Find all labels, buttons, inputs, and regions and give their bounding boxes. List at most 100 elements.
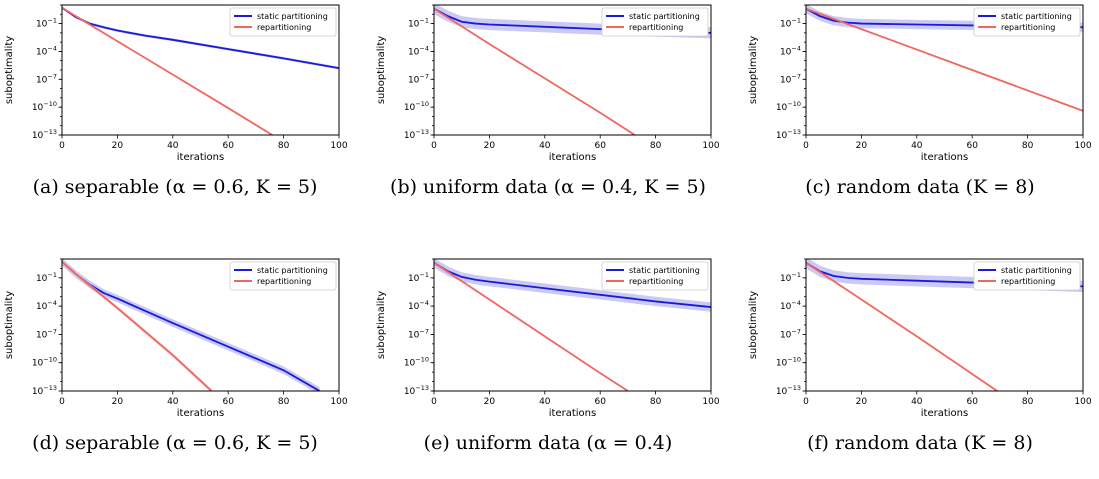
series-line-repartitioning bbox=[62, 7, 274, 135]
legend: static partitioning repartitioning bbox=[229, 261, 337, 291]
x-axis-title: iterations bbox=[921, 152, 968, 163]
x-axis-title: iterations bbox=[177, 152, 224, 163]
chart-panel-4: 0 20 40 60 80 100 10−1 10−4 10−7 10−10 10−13 iterat… bbox=[4, 258, 348, 454]
x-tick-label: 60 bbox=[594, 397, 606, 407]
x-tick-label: 100 bbox=[1074, 397, 1091, 407]
series-line-repartitioning bbox=[62, 261, 213, 391]
legend-label: static partitioning bbox=[629, 12, 700, 21]
y-axis-title: suboptimality bbox=[376, 291, 387, 359]
legend-label: static partitioning bbox=[257, 12, 328, 21]
y-tick-label: 10−4 bbox=[36, 299, 57, 312]
legend-box bbox=[973, 261, 1081, 291]
x-tick-label: 40 bbox=[911, 141, 923, 151]
legend-label: repartitioning bbox=[629, 23, 683, 32]
legend-box bbox=[973, 7, 1081, 37]
x-tick-label: 40 bbox=[539, 397, 551, 407]
figure-caption: (b) uniform data (α = 0.4, K = 5) bbox=[390, 176, 706, 198]
chart-panel-5: 0 20 40 60 80 100 10−1 10−4 10−7 10−10 10−13 iterat… bbox=[376, 258, 720, 454]
figure-caption: (a) separable (α = 0.6, K = 5) bbox=[33, 176, 318, 198]
y-axis-title: suboptimality bbox=[4, 36, 15, 104]
x-tick-label: 80 bbox=[278, 397, 290, 407]
series-line-repartitioning bbox=[434, 262, 629, 391]
x-tick-label: 60 bbox=[222, 397, 234, 407]
x-tick-label: 100 bbox=[702, 141, 719, 151]
legend-label: static partitioning bbox=[629, 266, 700, 275]
y-tick-label: 10−4 bbox=[780, 299, 801, 312]
x-tick-label: 20 bbox=[856, 397, 868, 407]
y-tick-label: 10−13 bbox=[404, 128, 429, 141]
x-tick-label: 0 bbox=[431, 397, 437, 407]
x-tick-label: 0 bbox=[431, 141, 437, 151]
series-band-static bbox=[434, 259, 711, 312]
x-tick-label: 20 bbox=[484, 141, 496, 151]
x-tick-label: 100 bbox=[330, 397, 347, 407]
x-tick-label: 100 bbox=[702, 397, 719, 407]
y-tick-label: 10−13 bbox=[32, 128, 57, 141]
y-tick-label: 10−7 bbox=[36, 72, 57, 85]
figure-caption: (e) uniform data (α = 0.4) bbox=[424, 432, 673, 454]
x-tick-label: 0 bbox=[803, 141, 809, 151]
legend: static partitioning repartitioning bbox=[229, 7, 337, 37]
y-tick-label: 10−1 bbox=[408, 17, 429, 30]
series-line-repartitioning bbox=[434, 7, 637, 135]
y-tick-label: 10−1 bbox=[780, 17, 801, 30]
chart-panel-3: 0 20 40 60 80 100 10−1 10−4 10−7 10−10 10−13 iterat… bbox=[748, 4, 1092, 198]
y-tick-label: 10−1 bbox=[36, 271, 57, 284]
legend-label: static partitioning bbox=[257, 266, 328, 275]
legend: static partitioning repartitioning bbox=[601, 261, 709, 291]
legend: static partitioning repartitioning bbox=[973, 261, 1081, 291]
y-tick-label: 10−1 bbox=[408, 271, 429, 284]
y-tick-label: 10−7 bbox=[780, 327, 801, 340]
y-tick-label: 10−10 bbox=[404, 356, 429, 369]
x-tick-label: 40 bbox=[911, 397, 923, 407]
y-tick-label: 10−7 bbox=[780, 72, 801, 85]
x-tick-label: 80 bbox=[1022, 141, 1034, 151]
x-tick-label: 0 bbox=[59, 397, 65, 407]
x-tick-label: 60 bbox=[966, 141, 978, 151]
x-tick-label: 40 bbox=[167, 397, 179, 407]
series-line-repartitioning bbox=[806, 262, 998, 391]
y-tick-label: 10−13 bbox=[404, 384, 429, 397]
y-tick-label: 10−10 bbox=[32, 356, 57, 369]
x-axis-title: iterations bbox=[177, 408, 224, 419]
y-tick-label: 10−4 bbox=[780, 44, 801, 57]
legend-box bbox=[601, 261, 709, 291]
legend: static partitioning repartitioning bbox=[973, 7, 1081, 37]
chart-panel-1: 0 20 40 60 80 100 10−1 10−4 10−7 10−10 10−13 iterat… bbox=[4, 4, 348, 198]
y-tick-label: 10−10 bbox=[404, 100, 429, 113]
legend-label: repartitioning bbox=[629, 277, 683, 286]
chart-panel-6: 0 20 40 60 80 100 10−1 10−4 10−7 10−10 10−13 iterat… bbox=[748, 258, 1092, 454]
x-tick-label: 60 bbox=[966, 397, 978, 407]
x-axis-title: iterations bbox=[921, 408, 968, 419]
x-axis-title: iterations bbox=[549, 408, 596, 419]
x-tick-label: 60 bbox=[594, 141, 606, 151]
legend-label: static partitioning bbox=[1001, 266, 1072, 275]
y-tick-label: 10−13 bbox=[776, 128, 801, 141]
x-tick-label: 20 bbox=[856, 141, 868, 151]
figure-caption: (f) random data (K = 8) bbox=[807, 432, 1033, 454]
y-tick-label: 10−7 bbox=[408, 72, 429, 85]
y-tick-label: 10−4 bbox=[408, 299, 429, 312]
legend-label: repartitioning bbox=[1001, 277, 1055, 286]
legend-box bbox=[601, 7, 709, 37]
legend-box bbox=[229, 7, 337, 37]
legend-label: repartitioning bbox=[257, 23, 311, 32]
y-tick-label: 10−1 bbox=[36, 17, 57, 30]
x-tick-label: 100 bbox=[330, 141, 347, 151]
y-tick-label: 10−13 bbox=[776, 384, 801, 397]
y-tick-label: 10−4 bbox=[408, 44, 429, 57]
series-line-static bbox=[434, 262, 711, 308]
x-tick-label: 20 bbox=[484, 397, 496, 407]
y-tick-label: 10−7 bbox=[408, 327, 429, 340]
x-tick-label: 20 bbox=[112, 397, 124, 407]
x-tick-label: 0 bbox=[803, 397, 809, 407]
y-axis-title: suboptimality bbox=[748, 291, 759, 359]
legend: static partitioning repartitioning bbox=[601, 7, 709, 37]
y-tick-label: 10−1 bbox=[780, 271, 801, 284]
x-tick-label: 80 bbox=[278, 141, 290, 151]
legend-box bbox=[229, 261, 337, 291]
figure-caption: (d) separable (α = 0.6, K = 5) bbox=[32, 432, 318, 454]
x-tick-label: 60 bbox=[222, 141, 234, 151]
x-tick-label: 40 bbox=[167, 141, 179, 151]
y-tick-label: 10−10 bbox=[776, 356, 801, 369]
